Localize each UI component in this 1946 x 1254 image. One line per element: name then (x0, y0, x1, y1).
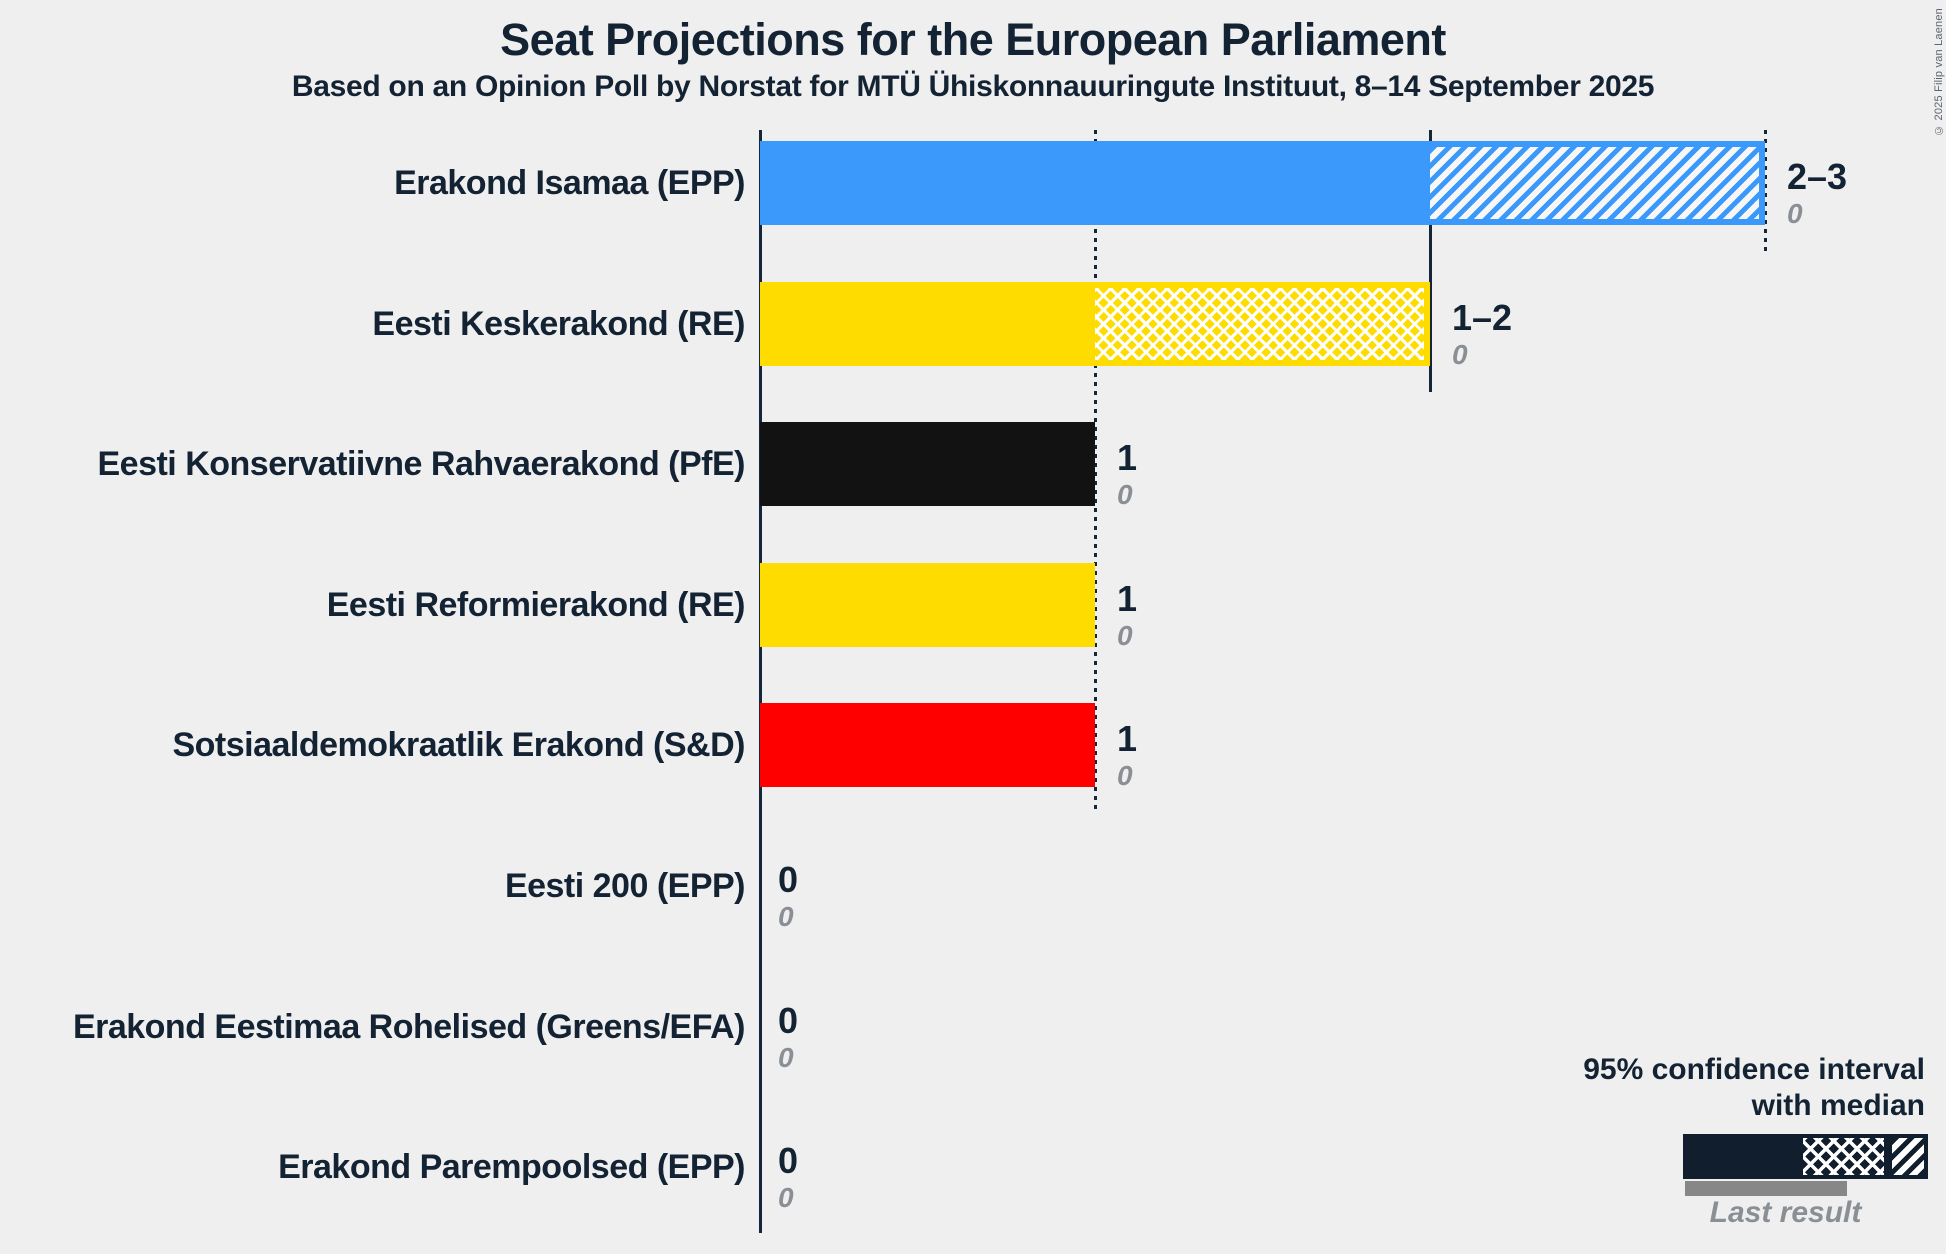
party-label: Eesti Reformierakond (RE) (326, 585, 746, 624)
last-result-value: 0 (1787, 198, 1803, 229)
seat-projection-value: 0 (778, 999, 799, 1041)
legend-diagonal-segment (1888, 1134, 1928, 1179)
seat-projection-value: 1 (1117, 437, 1138, 479)
bar-solid-segment (760, 562, 1095, 647)
party-label: Erakond Parempoolsed (EPP) (278, 1148, 745, 1187)
last-result-value: 0 (1117, 760, 1133, 792)
seat-projection-value: 2–3 (1787, 156, 1848, 197)
y-axis (759, 130, 762, 1233)
bar-solid-segment (760, 281, 1095, 366)
gridline-2 (1429, 130, 1432, 392)
legend-ci-line1: 95% confidence interval (1583, 1053, 1925, 1086)
party-label: Eesti Konservatiivne Rahvaerakond (PfE) (97, 445, 745, 484)
legend-ci-line2: with median (1751, 1089, 1925, 1122)
legend-ci-label: 95% confidence interval with median (1583, 1052, 1925, 1124)
bar-solid-segment (760, 703, 1095, 788)
copyright-notice: © 2025 Filip van Laenen (1933, 8, 1945, 136)
gridline-1 (1094, 130, 1097, 814)
party-label: Erakond Eestimaa Rohelised (Greens/EFA) (72, 1007, 746, 1046)
seat-projection-value: 0 (778, 859, 799, 900)
chart-subtitle: Based on an Opinion Poll by Norstat for … (291, 70, 1655, 103)
seat-projection-value: 1–2 (1452, 296, 1513, 338)
last-result-value: 0 (778, 901, 794, 932)
legend-last-result-label: Last result (1709, 1196, 1862, 1229)
last-result-value: 0 (1117, 479, 1133, 511)
legend-solid-segment (1683, 1134, 1803, 1179)
party-label: Sotsiaaldemokraatlik Erakond (S&D) (172, 726, 745, 765)
legend-sample-bar (1683, 1134, 1928, 1179)
last-result-value: 0 (1117, 619, 1133, 651)
last-result-value: 0 (778, 1182, 794, 1214)
seat-projection-value: 1 (1117, 577, 1138, 619)
seat-projection-value: 0 (778, 1140, 799, 1182)
last-result-value: 0 (778, 1041, 794, 1073)
seat-projection-value: 1 (1117, 718, 1138, 760)
last-result-value: 0 (1452, 338, 1468, 370)
gridline-3 (1764, 130, 1767, 251)
chart-title: Seat Projections for the European Parlia… (500, 14, 1446, 65)
bar-solid-segment (760, 422, 1095, 507)
party-label: Eesti Keskerakond (RE) (372, 304, 745, 343)
bar-crosshatch-segment (1095, 281, 1430, 366)
bar-solid-segment (760, 141, 1430, 225)
legend-last-result-bar (1685, 1181, 1847, 1196)
bar-diagonal-segment (1430, 141, 1765, 225)
party-label: Erakond Isamaa (EPP) (394, 164, 745, 202)
legend-crosshatch-segment (1803, 1134, 1888, 1179)
party-label: Eesti 200 (EPP) (504, 867, 746, 905)
